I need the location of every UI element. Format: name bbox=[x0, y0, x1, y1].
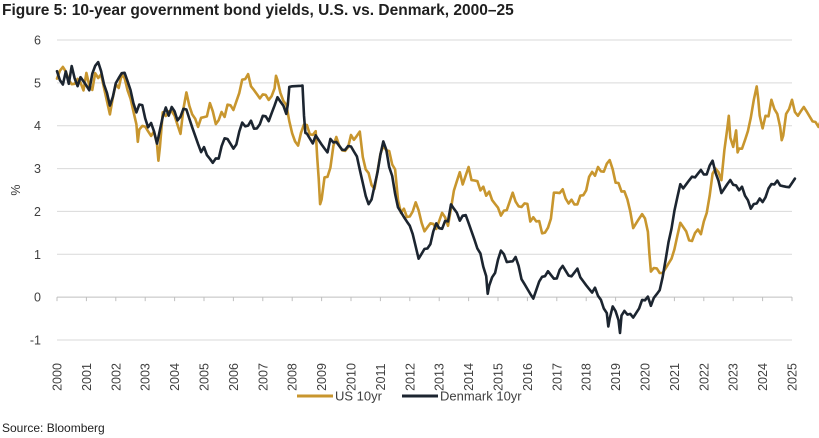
x-tick-label: 2021 bbox=[668, 363, 682, 391]
x-tick-label: 2022 bbox=[697, 363, 711, 391]
y-tick-label: 0 bbox=[34, 291, 41, 305]
chart-title: Figure 5: 10-year government bond yields… bbox=[2, 2, 514, 19]
x-tick-label: 2015 bbox=[492, 363, 506, 391]
legend-label: US 10yr bbox=[335, 389, 383, 404]
x-tick-label: 2025 bbox=[786, 363, 800, 391]
x-tick-label: 2008 bbox=[286, 363, 300, 391]
x-tick-label: 2016 bbox=[521, 363, 535, 391]
y-tick-label: -1 bbox=[30, 334, 41, 348]
x-tick-label: 2020 bbox=[639, 363, 653, 391]
x-tick-label: 2004 bbox=[168, 363, 182, 391]
x-tick-label: 2010 bbox=[345, 363, 359, 391]
x-tick-label: 2012 bbox=[403, 363, 417, 391]
x-tick-label: 2002 bbox=[109, 363, 123, 391]
y-axis-label: % bbox=[9, 184, 23, 195]
y-tick-label: 6 bbox=[34, 34, 41, 48]
x-tick-label: 2023 bbox=[727, 363, 741, 391]
y-tick-label: 2 bbox=[34, 205, 41, 219]
x-tick-label: 2006 bbox=[227, 363, 241, 391]
y-tick-label: 1 bbox=[34, 248, 41, 262]
x-tick-label: 2000 bbox=[51, 363, 65, 391]
x-tick-label: 2013 bbox=[433, 363, 447, 391]
legend-label: Denmark 10yr bbox=[440, 389, 522, 404]
series-line-us-10yr bbox=[55, 65, 819, 275]
gridlines bbox=[57, 39, 792, 341]
x-tick-label: 2011 bbox=[374, 364, 388, 391]
x-tick-label: 2001 bbox=[80, 363, 94, 391]
y-axis-ticks: -1 0 1 2 3 4 5 6 bbox=[30, 34, 41, 348]
y-tick-label: 5 bbox=[34, 76, 41, 90]
y-tick-label: 3 bbox=[34, 162, 41, 176]
x-tick-label: 2019 bbox=[609, 363, 623, 391]
series-lines bbox=[55, 60, 819, 335]
legend: US 10yr Denmark 10yr bbox=[297, 389, 522, 404]
x-tick-label: 2024 bbox=[756, 363, 770, 391]
x-axis-ticks: 2000 2001 2002 2003 2004 2005 2006 2007 2008 2009… bbox=[51, 297, 800, 391]
series-line-denmark-10yr bbox=[55, 60, 797, 335]
source-note: Source: Bloomberg bbox=[2, 421, 105, 435]
x-tick-label: 2017 bbox=[550, 363, 564, 391]
y-tick-label: 4 bbox=[34, 119, 41, 133]
x-tick-label: 2005 bbox=[198, 363, 212, 391]
x-tick-label: 2009 bbox=[315, 363, 329, 391]
x-tick-label: 2003 bbox=[139, 363, 153, 391]
x-tick-label: 2018 bbox=[580, 363, 594, 391]
x-tick-label: 2014 bbox=[462, 363, 476, 391]
x-tick-label: 2007 bbox=[256, 363, 270, 391]
